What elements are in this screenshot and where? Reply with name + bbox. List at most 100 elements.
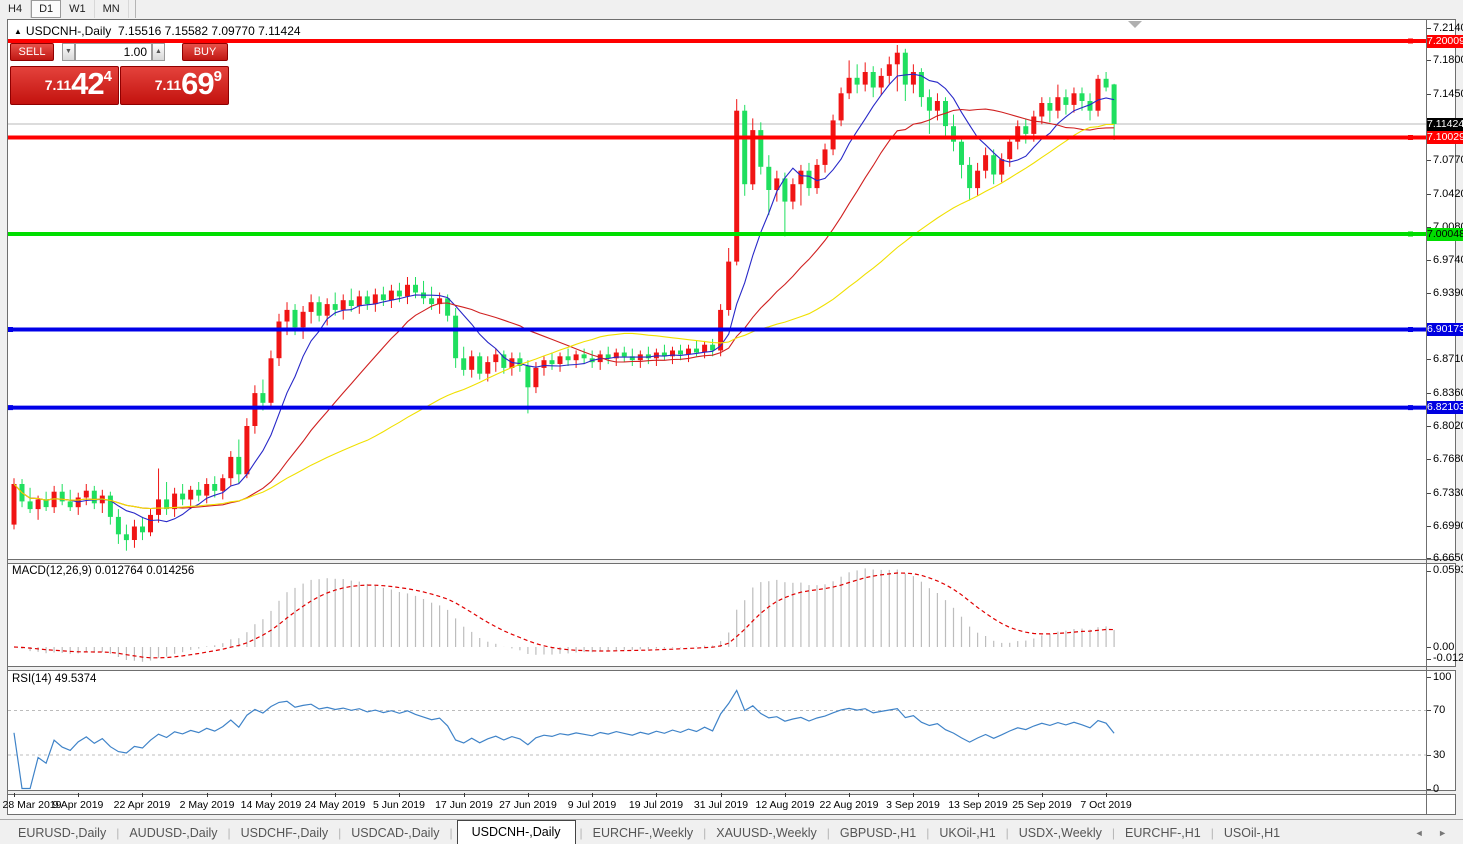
sell-price-button[interactable]: 7.11424 (10, 66, 119, 105)
macd-label: MACD(12,26,9) (12, 565, 92, 577)
price-tick-mark (1427, 260, 1431, 261)
price-tick-mark (1427, 227, 1431, 228)
symbol-tab-usoil-h1[interactable]: USOil-,H1 (1223, 826, 1281, 840)
date-tick-mark (142, 793, 143, 797)
tab-separator: | (116, 826, 120, 840)
symbol-tab-bar: EURUSD-,Daily | AUDUSD-,Daily | USDCHF-,Dail… (0, 819, 1463, 844)
symbol-tab-eurchf-h1[interactable]: EURCHF-,H1 (1125, 826, 1201, 840)
timeframe-button-w1[interactable]: W1 (61, 0, 95, 18)
rsi-dates-splitter[interactable] (8, 790, 1456, 795)
price-tick-label: 6.66500 (1433, 552, 1463, 564)
date-label: 28 Mar 2019 (2, 799, 62, 811)
date-label: 7 Oct 2019 (1080, 799, 1132, 811)
symbol-tab-eurchf-weekly[interactable]: EURCHF-,Weekly (592, 826, 694, 840)
rsi-axis-label: 70 (1433, 704, 1446, 716)
price-badge: 6.90173 (1427, 323, 1463, 336)
date-label: 25 Sep 2019 (1012, 799, 1072, 811)
chart-window (7, 19, 1456, 815)
price-tick-label: 6.73300 (1433, 487, 1463, 499)
date-tick-mark (913, 793, 914, 797)
tab-separator: | (703, 826, 707, 840)
price-axis-border (1426, 20, 1427, 814)
price-badge: 6.82103 (1427, 401, 1463, 414)
one-click-trade-panel: SELL ▼ ▲ BUY 7.11424 7.11699 (10, 42, 229, 105)
buy-price-main: 69 (181, 66, 214, 101)
buy-price-button[interactable]: 7.11699 (120, 66, 229, 105)
tab-scroll-arrows[interactable]: ◄ ► (1414, 828, 1453, 838)
collapse-panel-icon[interactable]: ▲ (14, 27, 22, 36)
date-tick-mark (1106, 793, 1107, 797)
chart-shift-marker-icon[interactable] (1128, 21, 1142, 28)
price-tick-mark (1427, 558, 1431, 559)
date-label: 9 Jul 2019 (567, 799, 617, 811)
rsi-axis-label: 0 (1433, 783, 1440, 795)
volume-increase-button[interactable]: ▲ (152, 43, 165, 61)
date-tick-mark (1042, 793, 1043, 797)
price-tick-label: 6.76800 (1433, 453, 1463, 465)
date-tick-mark (78, 793, 79, 797)
sell-button[interactable]: SELL (10, 43, 54, 61)
symbol-tab-ukoil-h1[interactable]: UKOil-,H1 (939, 826, 996, 840)
price-tick-label: 6.97400 (1433, 254, 1463, 266)
timeframe-button-h4[interactable]: H4 (0, 0, 32, 18)
date-tick-mark (656, 793, 657, 797)
rsi-value: 49.5374 (54, 673, 97, 685)
date-tick-mark (14, 793, 15, 797)
sell-price-pip: 4 (103, 68, 112, 85)
symbol-tab-usdcnh-daily[interactable]: USDCNH-,Daily (456, 820, 576, 844)
symbol-tab-gbpusd-h1[interactable]: GBPUSD-,H1 (839, 826, 917, 840)
buy-button[interactable]: BUY (182, 43, 228, 61)
price-tick-label: 6.87100 (1433, 353, 1463, 365)
price-tick-mark (1427, 493, 1431, 494)
tab-separator: | (579, 826, 583, 840)
date-label: 27 Jun 2019 (499, 799, 557, 811)
price-tick-mark (1427, 60, 1431, 61)
macd-axis-max: 0.059344 (1433, 564, 1463, 576)
symbol-tab-eurusd-daily[interactable]: EURUSD-,Daily (18, 826, 107, 840)
rsi-tick-mark (1427, 755, 1431, 756)
macd-label-row: MACD(12,26,9) 0.012764 0.014256 (12, 565, 194, 577)
date-label: 14 May 2019 (240, 799, 302, 811)
date-label: 2 May 2019 (179, 799, 235, 811)
sell-price-main: 42 (71, 66, 104, 101)
volume-decrease-button[interactable]: ▼ (62, 43, 75, 61)
symbol-tab-usdcad-daily[interactable]: USDCAD-,Daily (351, 826, 440, 840)
macd-values: 0.012764 0.014256 (95, 565, 195, 577)
tab-separator: | (826, 826, 830, 840)
date-tick-mark (271, 793, 272, 797)
price-badge: 7.00048 (1427, 228, 1463, 241)
price-tick-mark (1427, 94, 1431, 95)
price-macd-splitter[interactable] (8, 559, 1456, 564)
price-tick-mark (1427, 526, 1431, 527)
price-tick-mark (1427, 459, 1431, 460)
chart-symbol-title: USDCNH-,Daily (25, 24, 112, 38)
symbol-tab-usdchf-daily[interactable]: USDCHF-,Daily (240, 826, 329, 840)
symbol-tab-audusd-daily[interactable]: AUDUSD-,Daily (129, 826, 218, 840)
price-badge: 7.10029 (1427, 131, 1463, 144)
sell-price-prefix: 7.11 (44, 77, 72, 93)
rsi-tick-mark (1427, 710, 1431, 711)
buy-price-pip: 9 (213, 68, 222, 85)
macd-rsi-splitter[interactable] (8, 666, 1456, 671)
rsi-axis-label: 30 (1433, 749, 1446, 761)
timeframe-button-mn[interactable]: MN (95, 0, 129, 18)
date-label: 17 Jun 2019 (435, 799, 493, 811)
tab-separator: | (1111, 826, 1116, 840)
rsi-tick-mark (1427, 789, 1431, 790)
symbol-tab-usdx-weekly[interactable]: USDX-,Weekly (1018, 826, 1102, 840)
volume-input[interactable] (75, 43, 152, 61)
price-tick-label: 6.69900 (1433, 520, 1463, 532)
buy-price-prefix: 7.11 (154, 77, 182, 93)
price-tick-label: 6.93900 (1433, 287, 1463, 299)
date-tick-mark (978, 793, 979, 797)
timeframe-button-d1[interactable]: D1 (31, 0, 62, 18)
date-tick-mark (399, 793, 400, 797)
date-tick-mark (721, 793, 722, 797)
date-label: 31 Jul 2019 (693, 799, 749, 811)
timeframe-toolbar: H4 D1 W1 MN (0, 0, 1463, 18)
price-tick-label: 7.07700 (1433, 154, 1463, 166)
rsi-axis-label: 100 (1433, 671, 1452, 683)
tab-separator: | (338, 826, 342, 840)
symbol-tab-xauusd-weekly[interactable]: XAUUSD-,Weekly (716, 826, 817, 840)
